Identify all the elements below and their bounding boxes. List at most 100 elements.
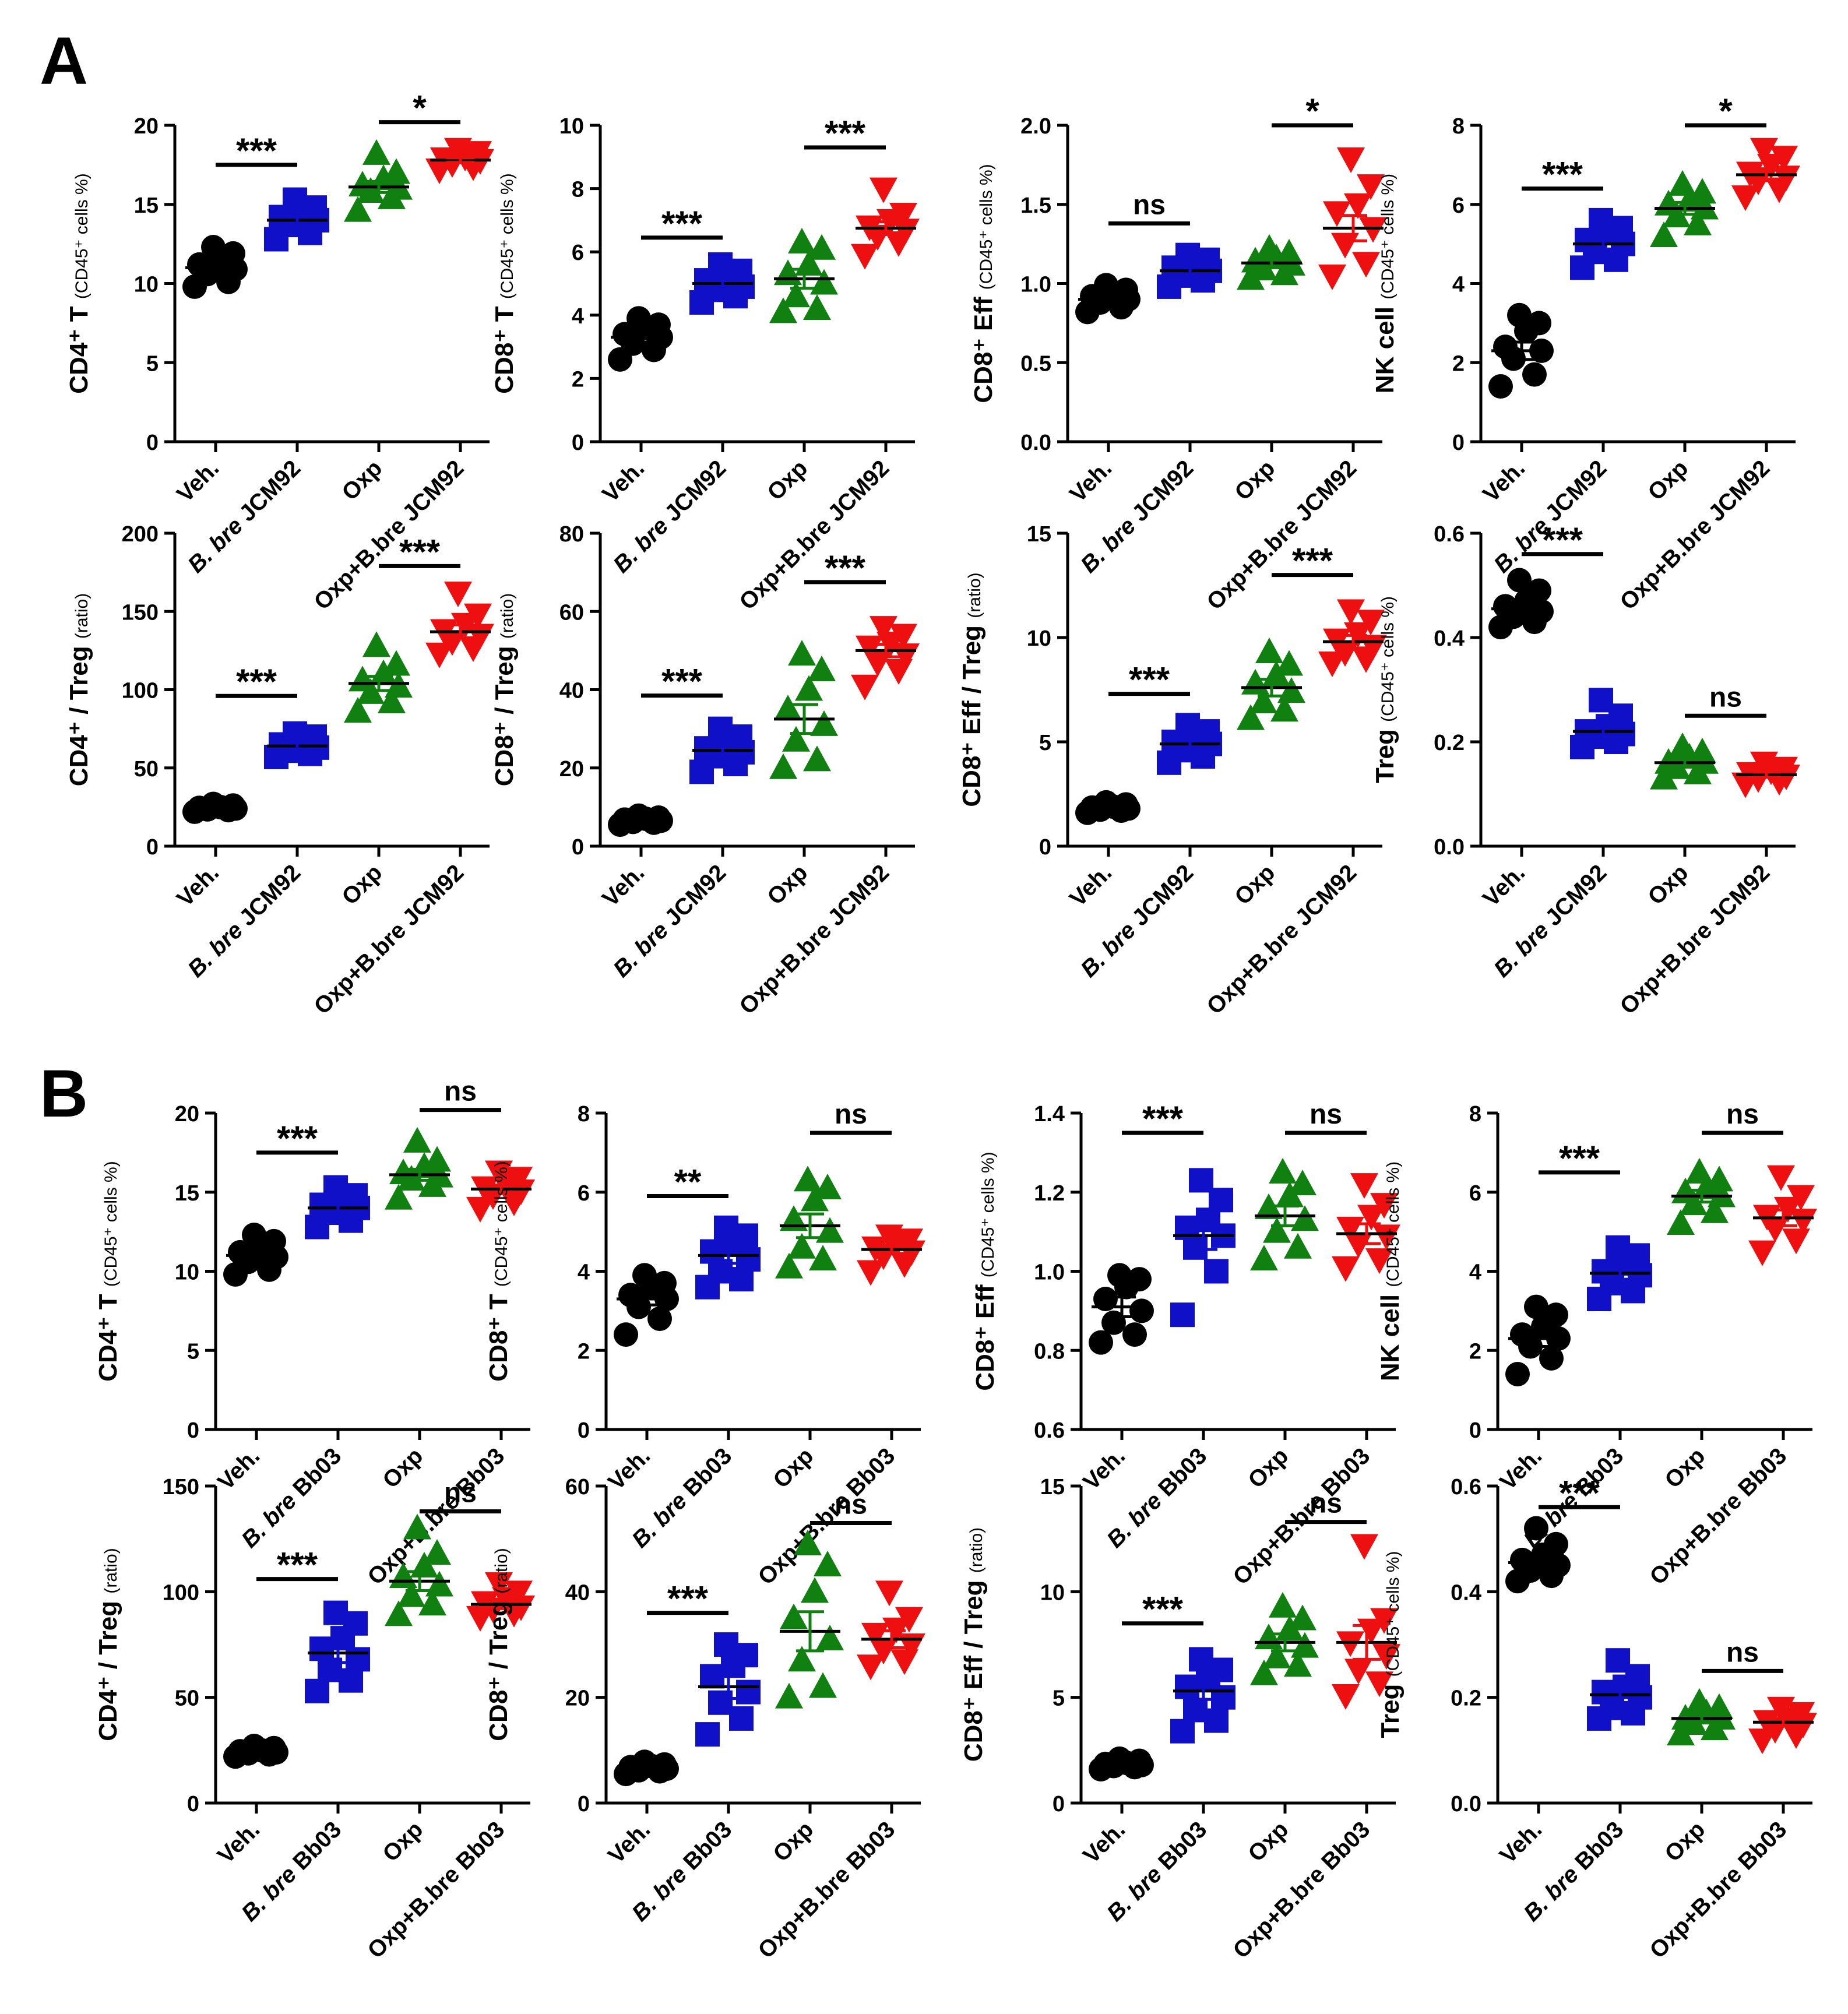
data-point [1284, 1651, 1312, 1677]
data-point [425, 642, 453, 668]
y-tick-label: 0 [1039, 835, 1051, 860]
data-point [1692, 1173, 1720, 1199]
x-tick-label: Oxp [378, 1816, 428, 1867]
y-tick-label: 60 [565, 1475, 590, 1499]
y-tick-label: 2.0 [1020, 114, 1051, 139]
data-point [1365, 1248, 1393, 1274]
x-tick-label: Oxp [768, 1816, 818, 1867]
data-point [378, 687, 406, 713]
y-tick-label: 0 [146, 431, 159, 455]
x-tick-label: Veh. [1478, 455, 1530, 507]
y-tick-label: 10 [175, 1260, 199, 1285]
y-axis-label: CD8⁺ Eff / Treg (ratio) [959, 1527, 988, 1762]
data-point [505, 1580, 533, 1607]
data-point [1701, 1197, 1729, 1223]
y-tick-label: 15 [134, 193, 159, 218]
y-tick-label: 2 [572, 367, 584, 392]
x-tick-label: Oxp+B.bre Bb03 [753, 1816, 900, 1963]
y-axis-label: CD8⁺ Eff / Treg (ratio) [958, 572, 986, 807]
data-point [1129, 1298, 1154, 1323]
data-point [1337, 599, 1365, 625]
data-point [1289, 1170, 1317, 1196]
panel-label-a: A [40, 24, 89, 98]
y-tick-label: 0.6 [1034, 1418, 1065, 1443]
data-point [1669, 170, 1696, 196]
data-point [708, 252, 733, 277]
data-point [794, 1166, 822, 1192]
x-tick-label: Oxp [762, 860, 812, 910]
y-tick-label: 0 [187, 1792, 199, 1816]
data-point [1789, 1209, 1817, 1235]
data-point [389, 1159, 417, 1185]
y-tick-label: 2 [578, 1339, 590, 1364]
y-tick-label: 0 [578, 1418, 590, 1443]
x-tick-label: Oxp [762, 455, 812, 505]
data-point [1589, 688, 1613, 713]
x-tick-label: Veh. [1065, 860, 1117, 911]
data-point [362, 631, 390, 657]
significance-label: ns [444, 1076, 477, 1107]
data-point [1093, 1287, 1118, 1312]
y-tick-label: 0 [146, 835, 159, 860]
data-point [695, 1722, 720, 1747]
data-point [1175, 242, 1200, 267]
x-tick-label: Oxp [337, 860, 387, 910]
panel-label-b: B [40, 1057, 89, 1131]
data-point [1350, 1534, 1378, 1560]
data-point [875, 1224, 903, 1251]
data-point [889, 203, 917, 229]
data-point [1089, 1330, 1113, 1355]
data-point [769, 753, 797, 779]
data-point [1731, 185, 1759, 212]
y-axis-label: CD8⁺ Eff (CD45⁺ cells %) [971, 1152, 999, 1390]
data-point [1705, 1166, 1733, 1192]
y-tick-label: 60 [559, 600, 584, 625]
data-point [382, 650, 410, 676]
y-tick-label: 150 [163, 1475, 199, 1499]
significance-label: *** [1142, 1590, 1184, 1629]
data-point [201, 235, 226, 260]
x-tick-label: Oxp+B.bre Bb03 [1645, 1816, 1791, 1963]
x-tick-label: Oxp+B.bre JCM92 [1202, 455, 1361, 615]
significance-label: *** [825, 114, 866, 153]
data-point [1370, 1608, 1398, 1634]
data-point [1748, 1240, 1776, 1266]
data-point [1318, 651, 1346, 677]
data-point [1782, 1228, 1810, 1255]
data-point [1592, 1679, 1616, 1705]
data-point [1275, 650, 1303, 676]
data-point [418, 1590, 446, 1616]
data-point [1510, 1322, 1534, 1347]
y-tick-label: 15 [175, 1181, 199, 1206]
data-point [1493, 335, 1518, 360]
data-point [305, 1678, 329, 1703]
data-point [810, 710, 838, 736]
y-tick-label: 0.4 [1451, 1580, 1481, 1605]
data-point [1748, 1728, 1776, 1755]
y-tick-label: 1.4 [1034, 1102, 1065, 1126]
data-point [403, 1513, 431, 1540]
x-tick-label: Veh. [172, 860, 224, 911]
data-point [1767, 1696, 1795, 1723]
data-point [801, 1577, 829, 1603]
data-point [1372, 1224, 1400, 1251]
y-tick-label: 50 [175, 1686, 199, 1711]
y-tick-label: 20 [559, 757, 584, 781]
data-point [646, 805, 671, 830]
data-point [729, 1706, 754, 1731]
data-point [346, 1647, 370, 1672]
data-point [1675, 185, 1703, 212]
data-point [1237, 704, 1265, 730]
data-point [369, 659, 397, 685]
data-point [895, 1607, 923, 1633]
data-point [323, 1600, 348, 1625]
significance-label: *** [1559, 1473, 1600, 1512]
y-tick-label: 0 [1053, 1792, 1065, 1816]
x-tick-label: Oxp+B.bre Bb03 [1645, 1443, 1791, 1590]
data-point [1269, 1157, 1297, 1184]
